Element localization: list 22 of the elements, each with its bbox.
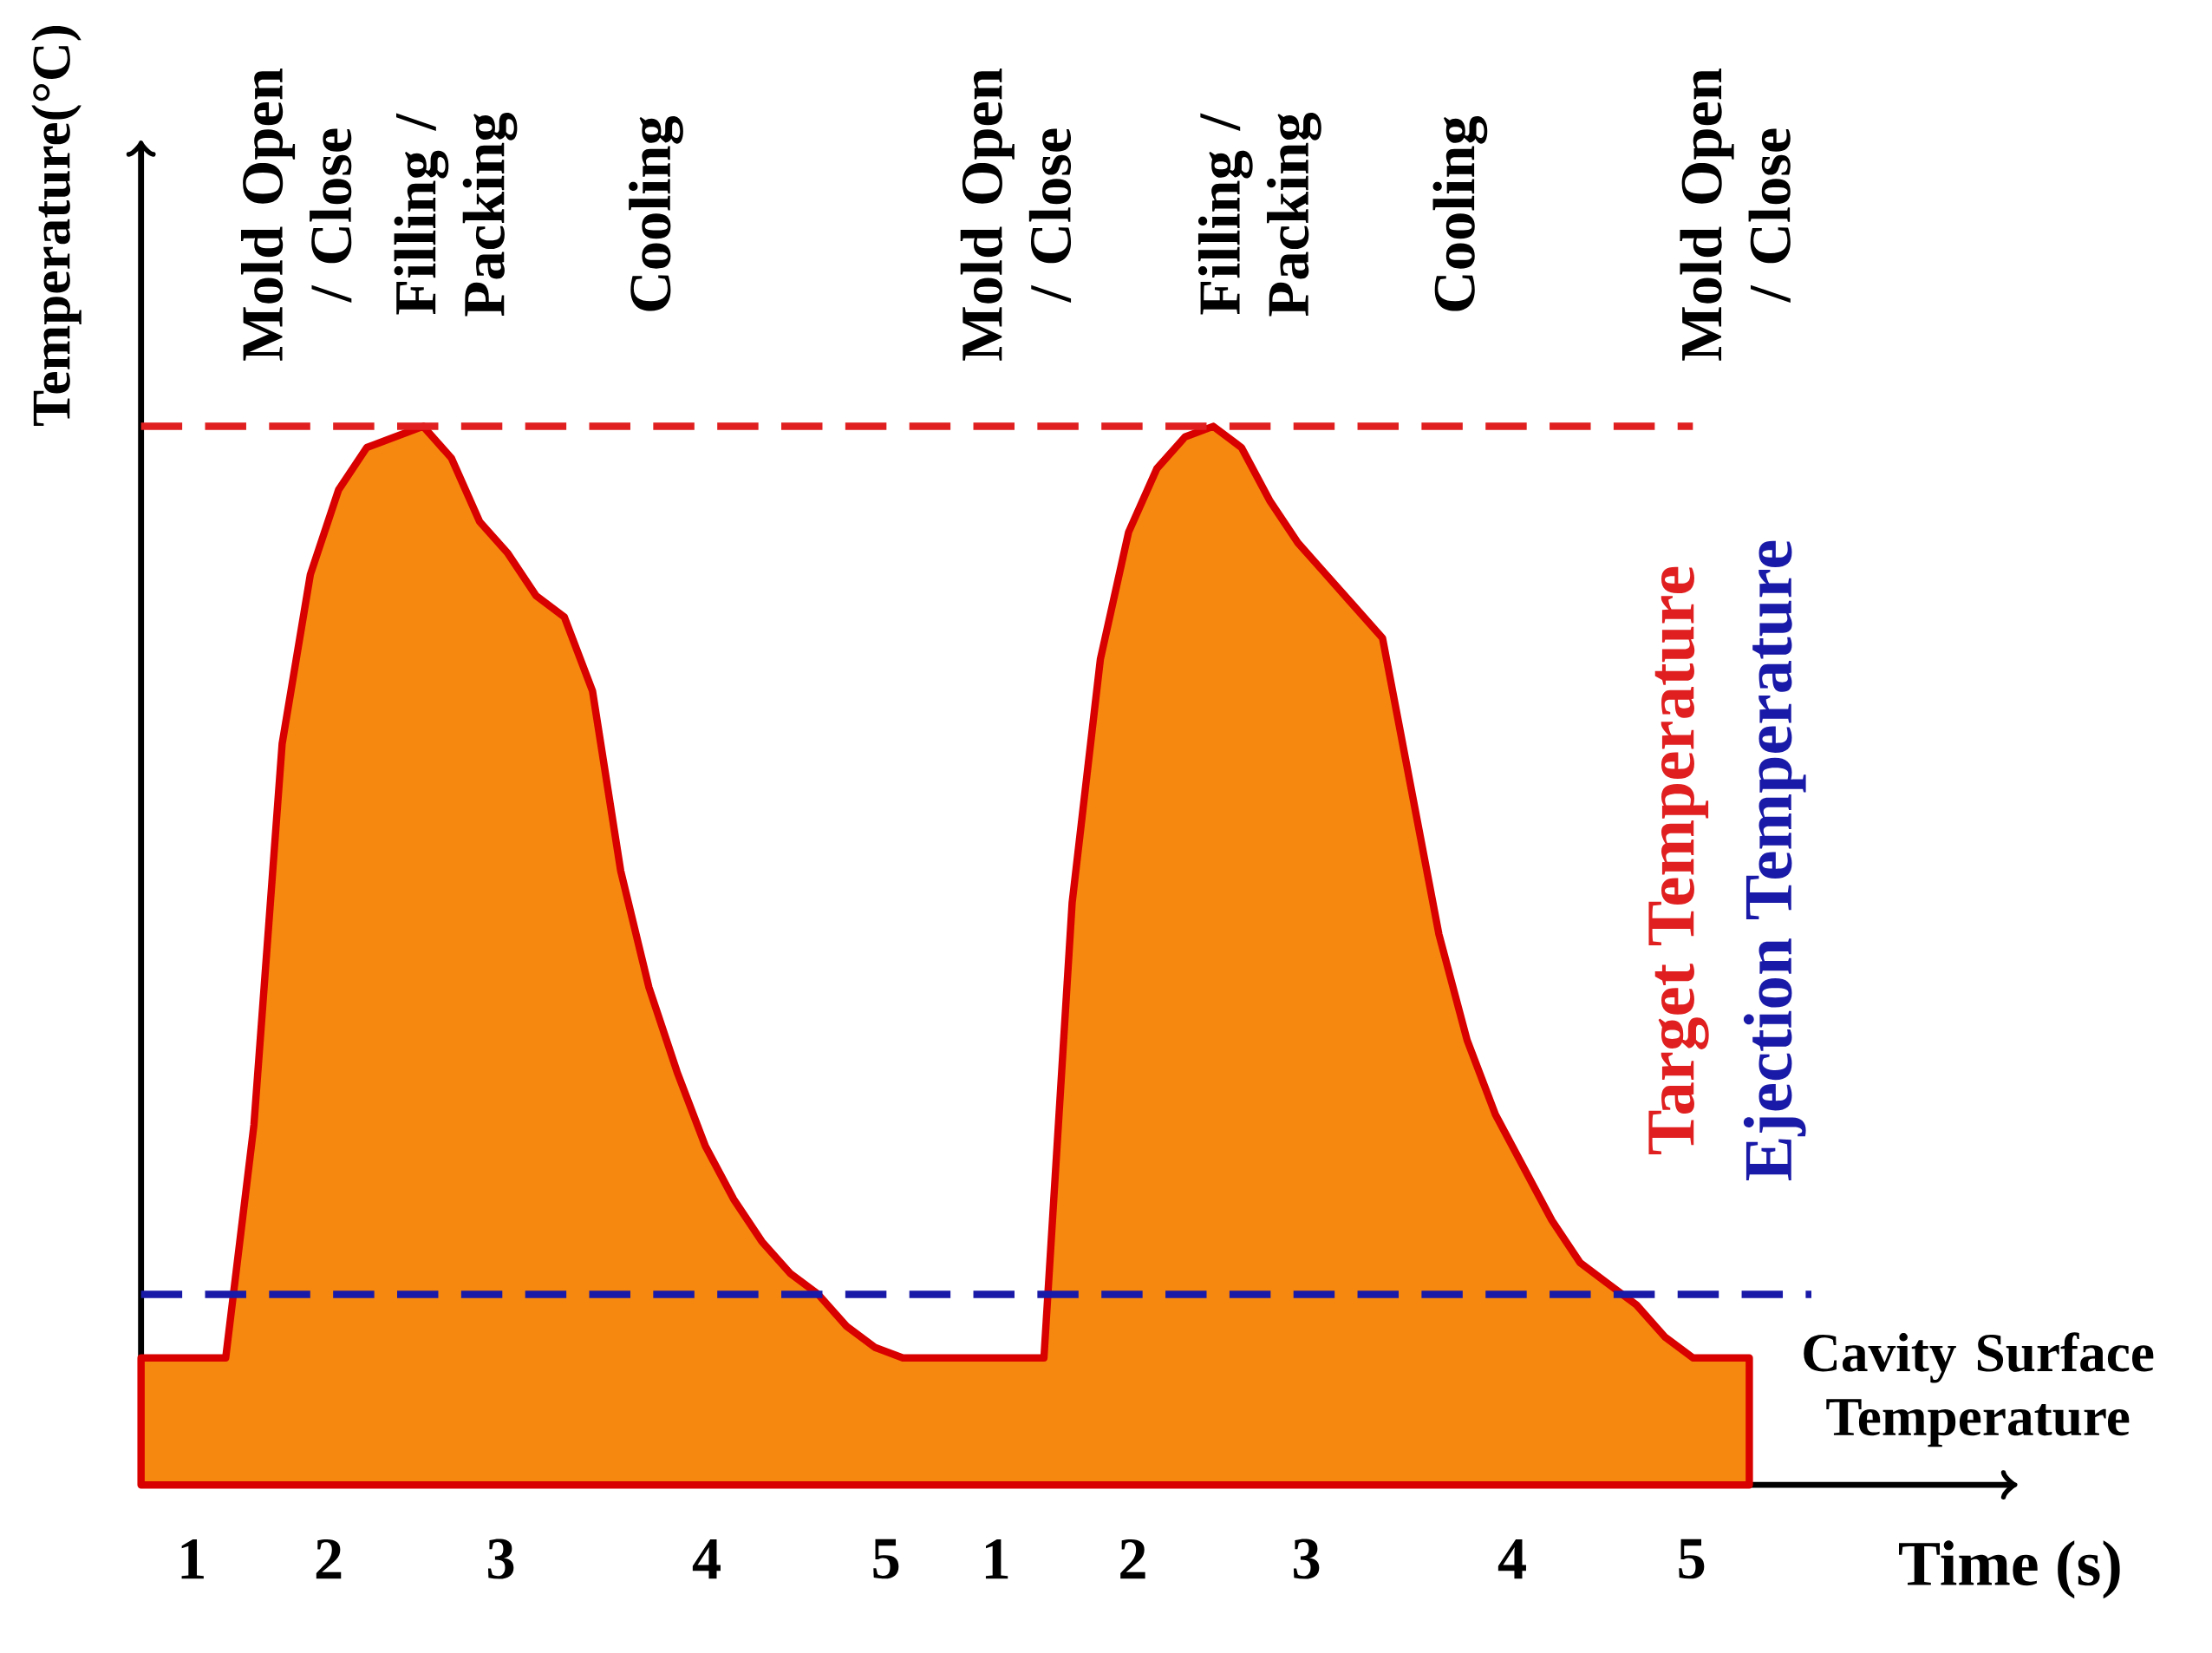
ref-line-label: Ejection Temperature <box>1743 540 1806 1181</box>
text: 1 <box>985 1539 1008 1579</box>
text: Mold Open / Close <box>240 69 352 361</box>
text: 1 <box>181 1539 204 1579</box>
x-axis-title: Time (s) <box>1899 1540 2120 1599</box>
text: Filling / Packing <box>1197 113 1321 317</box>
text: Mold Open / Close <box>960 69 1072 361</box>
text: 5 <box>873 1539 899 1579</box>
series-label: Cavity Surface Temperature <box>1804 1332 2154 1447</box>
text: Filling / Packing <box>394 113 518 317</box>
text: Cooling <box>629 116 683 311</box>
ref-line-label: Target Temperature <box>1648 566 1709 1155</box>
text: 5 <box>1679 1539 1705 1579</box>
text: 4 <box>1498 1539 1526 1579</box>
text: 3 <box>1293 1539 1320 1579</box>
y-axis-title: Temperature(°C) <box>31 26 82 427</box>
text: 2 <box>316 1539 342 1579</box>
text: 4 <box>692 1539 721 1579</box>
text: 2 <box>1120 1539 1145 1579</box>
text: 3 <box>487 1539 514 1579</box>
text: Mold Open / Close <box>1680 69 1791 361</box>
text: Cooling <box>1432 116 1488 311</box>
